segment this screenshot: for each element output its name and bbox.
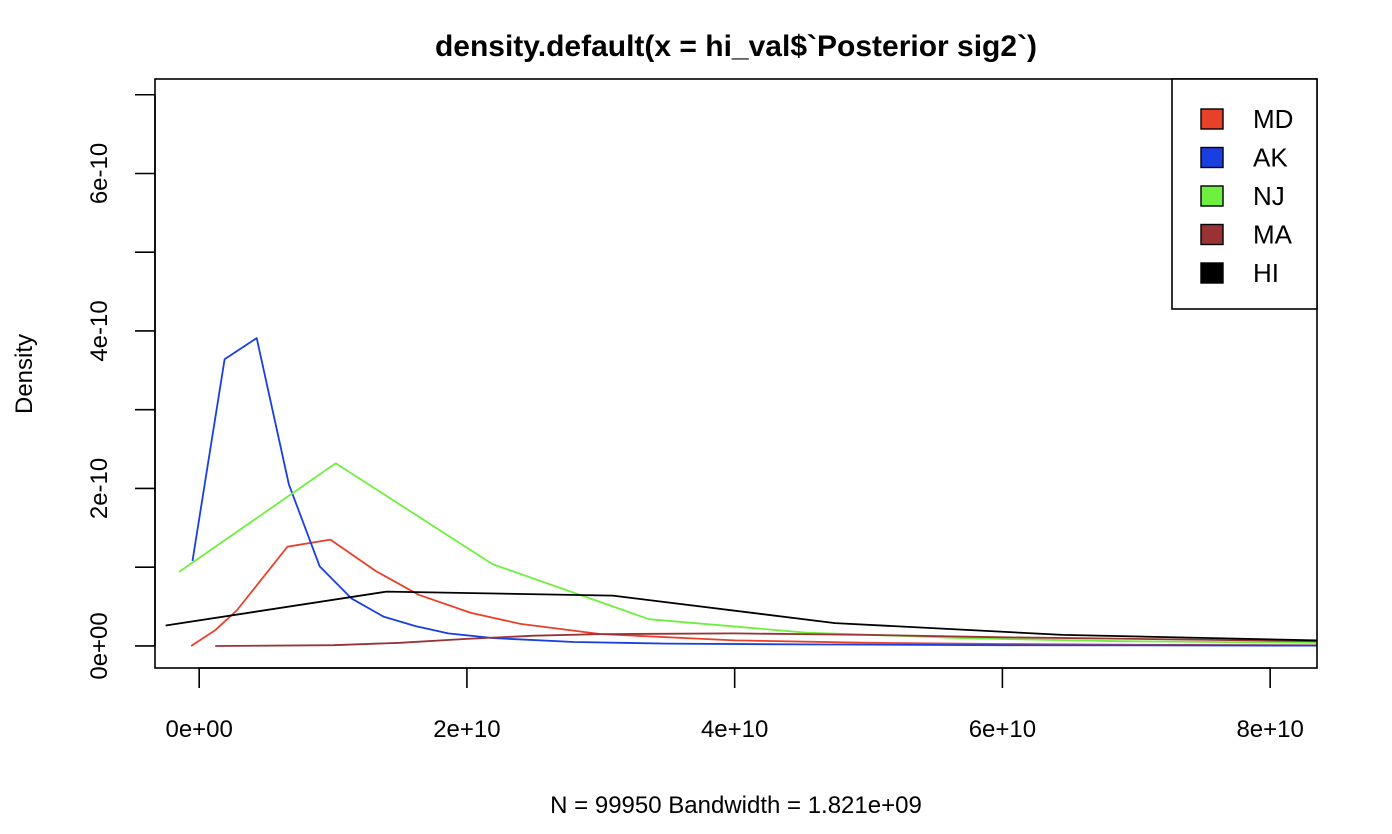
- series-line-ma: [215, 632, 1317, 647]
- legend-swatch-hi: [1200, 262, 1224, 284]
- legend-label-ma: MA: [1253, 220, 1293, 250]
- legend-label-hi: HI: [1253, 258, 1279, 288]
- chart-title: density.default(x = hi_val$`Posterior si…: [435, 30, 1037, 63]
- series-line-ak: [191, 337, 1317, 647]
- x-axis-label: N = 99950 Bandwidth = 1.821e+09: [550, 792, 922, 819]
- x-tick-label: 6e+10: [969, 716, 1036, 743]
- series-layer: [165, 337, 1317, 647]
- series-line-md: [190, 538, 1317, 647]
- y-tick-label: 4e-10: [86, 300, 113, 361]
- x-tick-label: 8e+10: [1236, 716, 1303, 743]
- legend-swatch-ma: [1200, 223, 1224, 246]
- legend-label-md: MD: [1253, 104, 1293, 134]
- series-line-nj: [178, 462, 1317, 644]
- legend: MD AK NJ MA HI: [1171, 78, 1318, 310]
- legend-swatch-md: [1200, 108, 1224, 130]
- y-axis-label: Density: [11, 334, 38, 414]
- legend-swatch-ak: [1200, 146, 1224, 169]
- y-tick-label: 0e+00: [86, 612, 113, 679]
- y-tick-label: 2e-10: [86, 458, 113, 519]
- legend-label-ak: AK: [1253, 143, 1288, 173]
- x-tick-label: 4e+10: [701, 716, 768, 743]
- legend-swatch-nj: [1200, 185, 1224, 207]
- plot-frame: [154, 78, 1318, 669]
- x-tick-label: 2e+10: [433, 716, 500, 743]
- legend-box: [1171, 78, 1318, 310]
- x-axis: 0e+00 2e+10 4e+10 6e+10 8e+10: [165, 667, 1304, 743]
- y-axis: 0e+00 2e-10 4e-10 6e-10: [86, 93, 156, 680]
- y-tick-label: 6e-10: [86, 143, 113, 204]
- series-line-hi: [165, 590, 1317, 642]
- x-tick-label: 0e+00: [165, 716, 232, 743]
- legend-label-nj: NJ: [1253, 181, 1285, 211]
